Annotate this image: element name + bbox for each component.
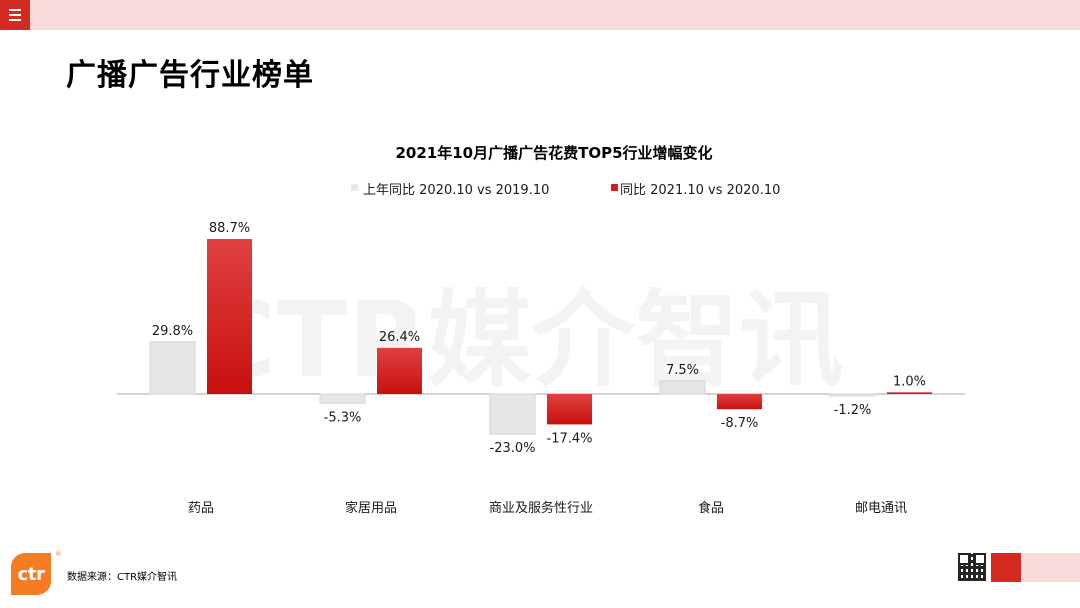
footer-accent-block [991, 553, 1021, 582]
bar-prev-2 [489, 393, 536, 435]
top-bar [0, 0, 1080, 30]
bar-curr-4 [887, 392, 932, 394]
data-label-curr-1: 26.4% [379, 330, 420, 345]
bar-chart: 2021年10月广播广告花费TOP5行业增幅变化 上年同比 2020.10 vs… [117, 144, 965, 516]
bar-curr-2 [547, 394, 592, 425]
bar-curr-0 [207, 239, 252, 394]
bar-prev-3 [659, 380, 706, 395]
category-label-3: 食品 [698, 500, 724, 516]
category-label-4: 邮电通讯 [855, 501, 907, 516]
bar-curr-1 [377, 347, 422, 394]
qr-code-icon [958, 553, 986, 581]
category-label-1: 家居用品 [345, 500, 397, 516]
data-label-curr-4: 1.0% [893, 374, 926, 389]
data-label-prev-0: 29.8% [152, 324, 193, 339]
category-label-2: 商业及服务性行业 [489, 500, 593, 516]
bar-prev-4 [829, 393, 876, 397]
data-label-curr-2: -17.4% [547, 431, 593, 446]
bar-prev-1 [319, 393, 366, 404]
data-label-prev-2: -23.0% [490, 441, 536, 456]
bar-prev-0 [149, 341, 196, 395]
footer-light-block [1021, 553, 1080, 582]
menu-button[interactable] [0, 0, 30, 30]
bar-curr-3 [717, 394, 762, 410]
legend-swatch-curr [611, 184, 618, 191]
legend-swatch-prev [351, 184, 358, 191]
data-label-prev-4: -1.2% [834, 403, 872, 418]
data-label-prev-1: -5.3% [324, 410, 362, 425]
chart-title: 2021年10月广播广告花费TOP5行业增幅变化 [395, 144, 712, 162]
data-source-note: 数据来源：CTR媒介智讯 [67, 572, 178, 583]
legend-label-prev: 上年同比 2020.10 vs 2019.10 [363, 183, 549, 198]
menu-icon-line [9, 19, 21, 21]
data-label-curr-0: 88.7% [209, 221, 250, 236]
category-label-0: 药品 [188, 501, 214, 516]
data-label-curr-3: -8.7% [721, 416, 759, 431]
menu-icon [9, 9, 21, 11]
data-label-prev-3: 7.5% [666, 363, 699, 378]
ctr-logo: ctr [11, 553, 51, 595]
legend-label-curr: 同比 2021.10 vs 2020.10 [620, 183, 780, 198]
menu-icon-line [9, 14, 21, 16]
registered-mark: ® [55, 550, 62, 558]
page-title: 广播广告行业榜单 [66, 58, 314, 93]
